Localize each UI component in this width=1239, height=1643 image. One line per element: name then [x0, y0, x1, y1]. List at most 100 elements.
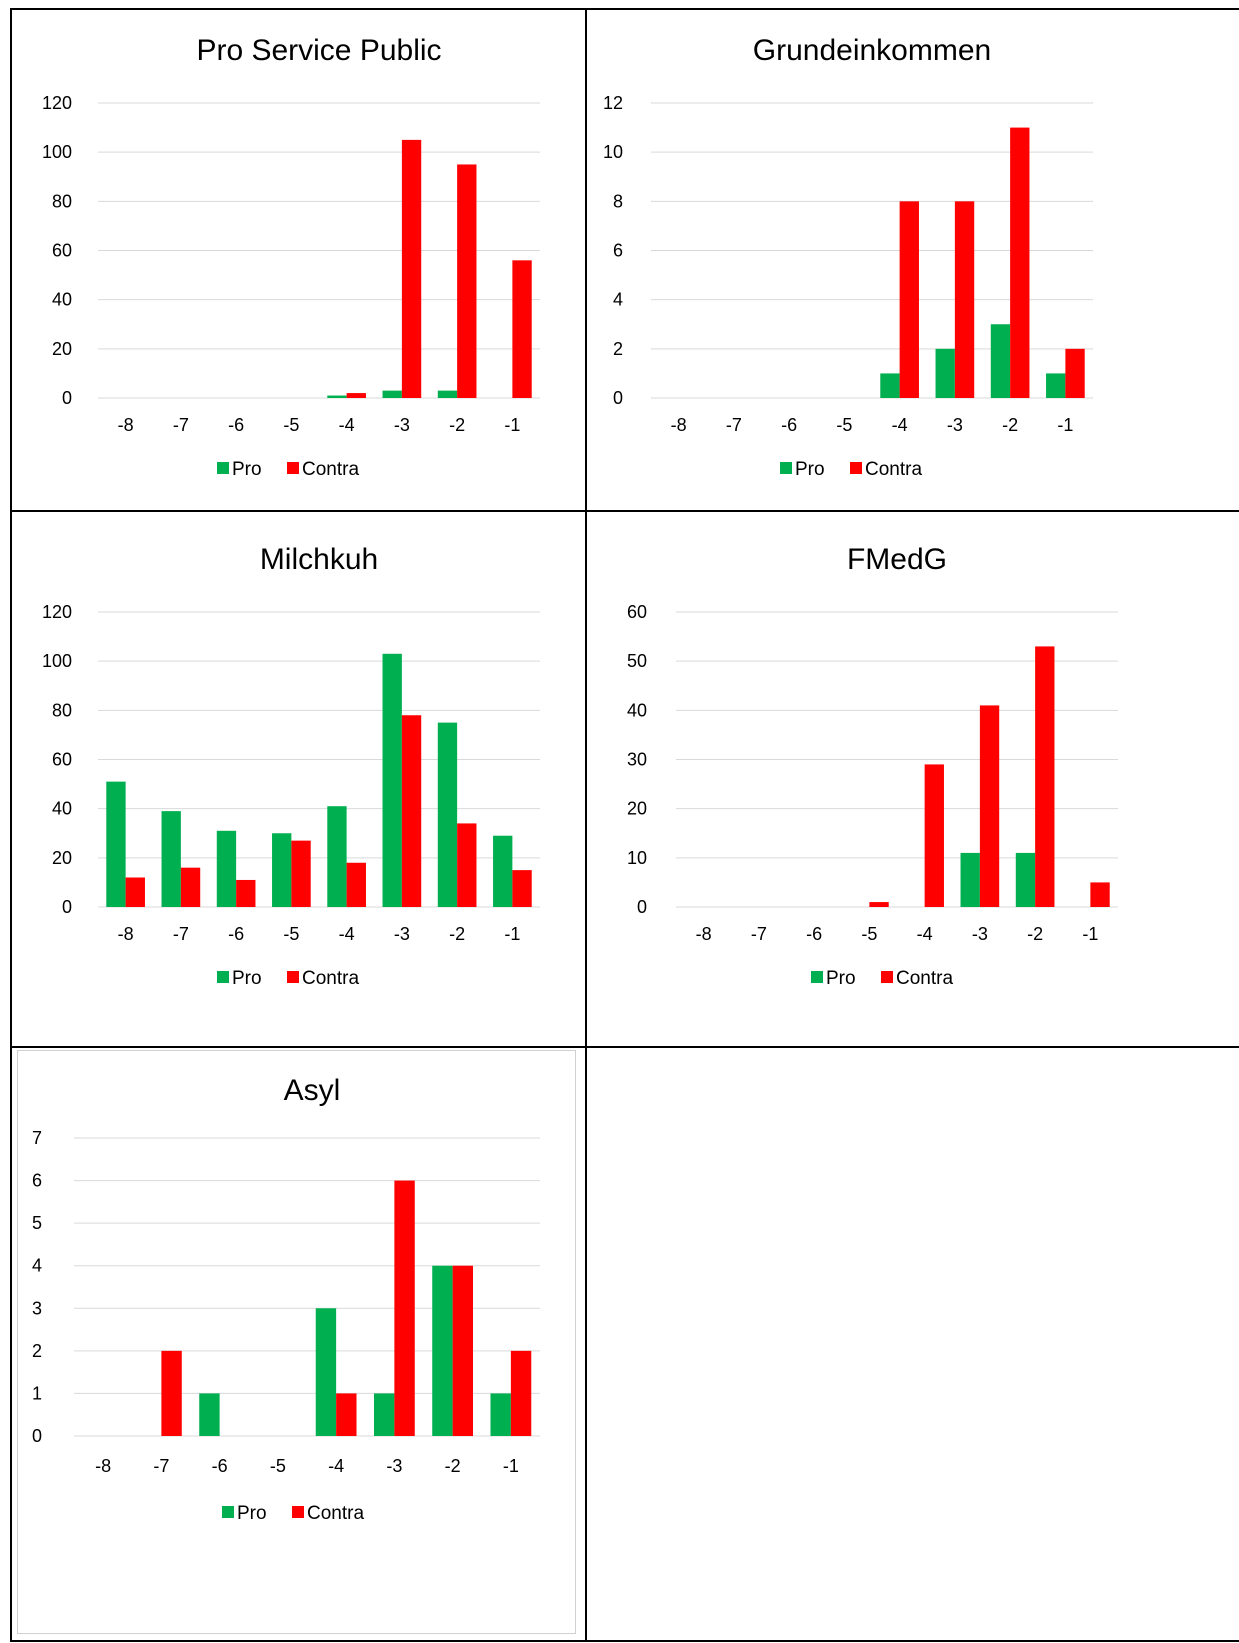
- y-tick-label: 7: [32, 1128, 42, 1148]
- x-tick-label: -8: [95, 1456, 111, 1476]
- chart-cell-5: Asyl 0 1 2 3 4 5 6 7 -8 -7 -6 -5 -4 -3 -2 -1 Pro Contra: [12, 1048, 585, 1640]
- bar-contra--1: [1090, 882, 1110, 907]
- x-tick-label: -2: [1002, 415, 1018, 435]
- chart-title: Grundeinkommen: [753, 34, 991, 67]
- x-tick-label: -3: [386, 1456, 402, 1476]
- bar-pro--3: [935, 348, 955, 398]
- legend-label-pro: Pro: [237, 1503, 267, 1524]
- table-border-top: [10, 8, 1239, 10]
- legend-swatch-contra: [850, 462, 862, 474]
- y-tick-label: 80: [52, 191, 72, 211]
- chart-grundeinkommen: Grundeinkommen 0 2 4 6 8 10 12 -8 -7 -6 -5 -4 -3 -2 -1 P…: [603, 34, 1093, 480]
- x-tick-label: -2: [449, 924, 465, 944]
- legend-label-pro: Pro: [232, 459, 262, 480]
- x-tick-label: -5: [861, 924, 877, 944]
- bar-contra--4: [924, 764, 944, 907]
- bar-pro--1: [1046, 373, 1066, 398]
- y-tick-label: 60: [52, 750, 72, 770]
- bar-contra--8: [125, 877, 145, 907]
- bar-contra--1: [510, 1350, 532, 1436]
- bar-contra--4: [346, 862, 366, 907]
- x-tick-label: -4: [917, 924, 933, 944]
- chart-frame: [17, 1050, 576, 1634]
- y-tick-label: 10: [603, 142, 623, 162]
- table-column-divider: [585, 8, 587, 1642]
- y-tick-label: 5: [32, 1213, 42, 1233]
- x-tick-label: -5: [283, 415, 299, 435]
- bar-contra--6: [236, 879, 256, 907]
- chart-cell-1: Pro Service Public 0 20 40 60 80 100 120 -8 -7 -6 -…: [12, 10, 585, 510]
- x-tick-label: -3: [394, 415, 410, 435]
- y-tick-label: 20: [52, 339, 72, 359]
- chart-pro-service-public: Pro Service Public 0 20 40 60 80 100 120 -8 -7 -6 -…: [42, 34, 540, 480]
- bar-pro--2: [437, 722, 458, 907]
- bar-pro--3: [373, 1393, 395, 1436]
- legend-label-contra: Contra: [896, 968, 953, 989]
- x-tick-label: -6: [228, 924, 244, 944]
- x-tick-label: -1: [504, 924, 520, 944]
- bar-contra--2: [1010, 127, 1030, 398]
- x-tick-label: -5: [283, 924, 299, 944]
- legend-swatch-pro: [780, 462, 792, 474]
- legend-label-pro: Pro: [795, 459, 825, 480]
- y-tick-label: 40: [52, 290, 72, 310]
- x-tick-label: -4: [892, 415, 908, 435]
- x-tick-label: -2: [445, 1456, 461, 1476]
- bar-contra--5: [291, 840, 311, 907]
- y-tick-label: 0: [62, 897, 72, 917]
- y-tick-label: 0: [637, 897, 647, 917]
- x-tick-label: -8: [118, 924, 134, 944]
- y-tick-label: 30: [627, 750, 647, 770]
- bar-pro--4: [880, 373, 900, 398]
- bar-contra--3: [394, 1180, 415, 1436]
- bar-contra--2: [457, 823, 477, 907]
- bar-pro--8: [106, 781, 126, 907]
- x-tick-label: -5: [270, 1456, 286, 1476]
- x-tick-label: -4: [339, 924, 355, 944]
- bar-contra--4: [899, 201, 919, 398]
- chart-title: Milchkuh: [260, 543, 378, 576]
- x-tick-label: -1: [1057, 415, 1073, 435]
- bar-contra--3: [401, 715, 422, 907]
- y-tick-label: 40: [627, 700, 647, 720]
- legend-swatch-pro: [217, 971, 229, 983]
- bar-contra--1: [512, 870, 532, 907]
- y-tick-label: 0: [613, 388, 623, 408]
- legend-label-pro: Pro: [232, 968, 262, 989]
- bar-pro--5: [272, 833, 292, 907]
- bar-pro--4: [327, 395, 347, 398]
- x-tick-label: -4: [339, 415, 355, 435]
- y-tick-label: 12: [603, 93, 623, 113]
- bar-pro--3: [382, 390, 402, 398]
- x-tick-label: -6: [806, 924, 822, 944]
- legend-swatch-pro: [222, 1506, 234, 1518]
- x-tick-label: -2: [449, 415, 465, 435]
- y-tick-label: 3: [32, 1298, 42, 1318]
- bar-pro--1: [493, 835, 513, 907]
- bar-pro--2: [437, 390, 458, 398]
- y-tick-label: 20: [52, 848, 72, 868]
- y-tick-label: 1: [32, 1383, 42, 1403]
- x-tick-label: -8: [118, 415, 134, 435]
- y-tick-label: 8: [613, 191, 623, 211]
- x-tick-label: -6: [781, 415, 797, 435]
- bar-pro--2: [990, 324, 1011, 398]
- bar-pro--4: [315, 1308, 337, 1436]
- y-tick-label: 10: [627, 848, 647, 868]
- bar-contra--2: [457, 164, 477, 398]
- y-tick-label: 120: [42, 93, 72, 113]
- chart-cell-3: Milchkuh 0 20 40 60 80 100 120 -8 -7 -6 -5 -4 -3 -2 -1 P…: [12, 512, 585, 1046]
- bar-pro--3: [382, 653, 402, 907]
- y-tick-label: 2: [32, 1341, 42, 1361]
- bar-contra--3: [401, 139, 422, 398]
- bar-pro--6: [216, 830, 237, 907]
- y-tick-label: 2: [613, 339, 623, 359]
- bar-contra--1: [1065, 348, 1085, 398]
- legend-swatch-contra: [292, 1506, 304, 1518]
- bar-contra--3: [954, 201, 975, 398]
- table-row-divider-2: [10, 1046, 1239, 1048]
- chart-title: FMedG: [847, 543, 947, 576]
- chart-cell-4: FMedG 0 10 20 30 40 50 60 -8 -7 -6 -5 -4 -3 -2 -1 Pro Con…: [587, 512, 1239, 1046]
- legend-label-contra: Contra: [307, 1503, 364, 1524]
- y-tick-label: 0: [62, 388, 72, 408]
